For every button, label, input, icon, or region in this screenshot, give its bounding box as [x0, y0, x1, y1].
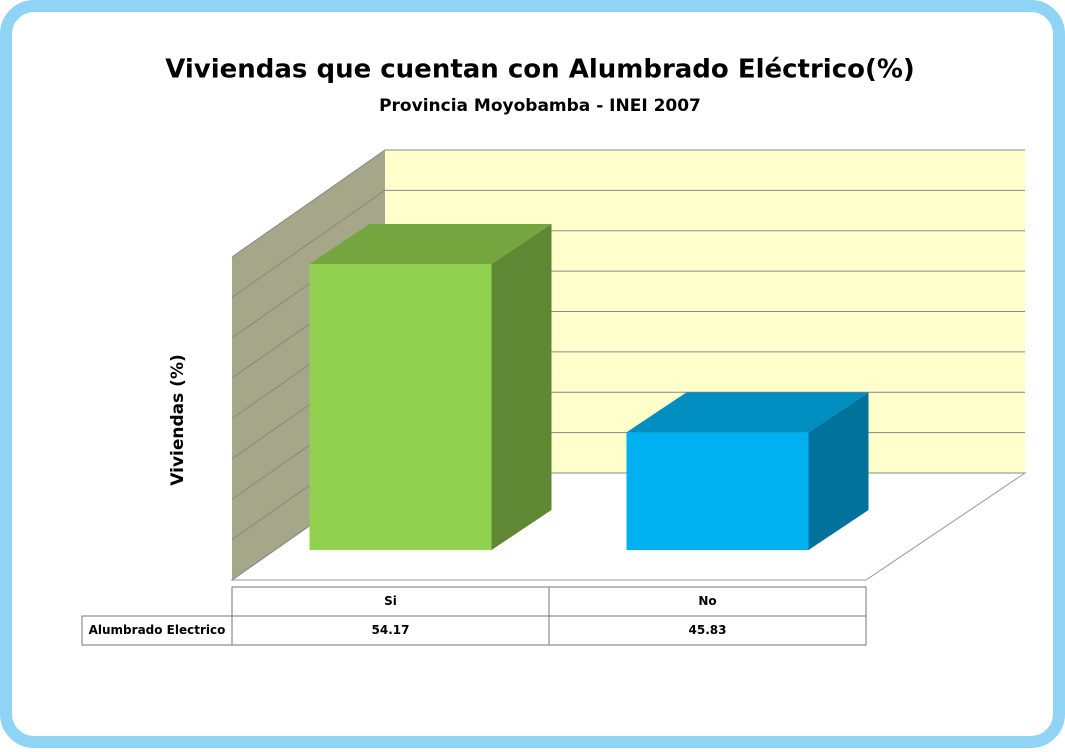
- table-value-row: [81, 615, 867, 646]
- table-row-label: Alumbrado Electrico: [89, 623, 226, 637]
- chart-subtitle: Provincia Moyobamba - INEI 2007: [379, 96, 701, 116]
- x-tick-label: No: [698, 594, 716, 608]
- bar-top: [309, 223, 552, 264]
- bar-side: [808, 392, 869, 551]
- bar: [626, 432, 809, 551]
- bar: [309, 263, 492, 551]
- table-value: 45.83: [689, 623, 727, 637]
- bar-top: [626, 392, 869, 433]
- bar-side: [491, 223, 552, 551]
- grid-line: [231, 189, 1025, 298]
- x-tick-label: Si: [384, 594, 397, 608]
- grid-line: [231, 149, 1025, 258]
- table-value: 54.17: [372, 623, 410, 637]
- y-axis-label: Viviendas (%): [168, 354, 188, 485]
- chart-title: Viviendas que cuentan con Alumbrado Eléc…: [165, 55, 915, 85]
